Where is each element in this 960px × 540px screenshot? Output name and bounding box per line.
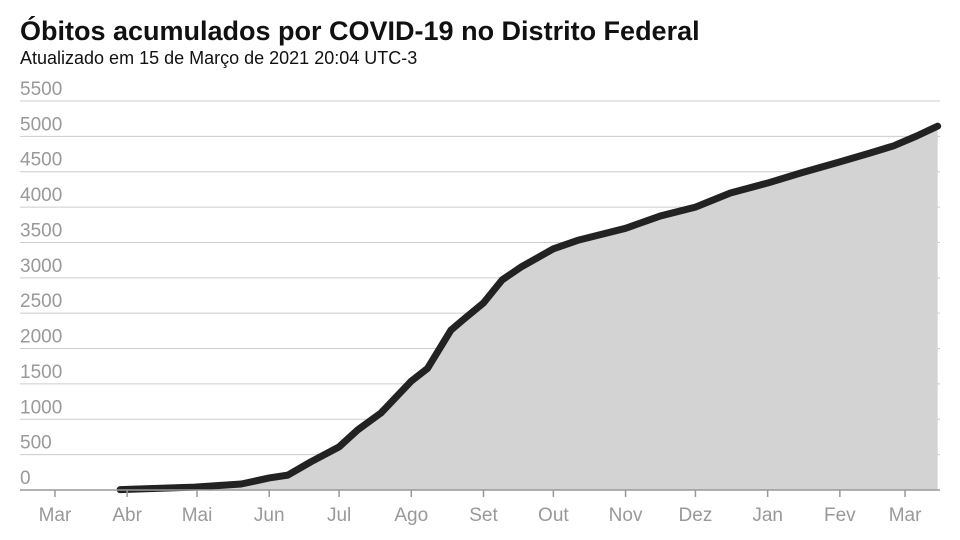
x-tick-label: Set	[469, 505, 498, 526]
y-tick-label: 3000	[20, 256, 62, 277]
y-tick-label: 4500	[20, 150, 62, 171]
line	[116, 122, 942, 494]
chart-title: Óbitos acumulados por COVID-19 no Distri…	[20, 15, 700, 46]
chart-subtitle: Atualizado em 15 de Março de 2021 20:04 …	[20, 48, 417, 68]
x-tick-label: Out	[538, 505, 569, 526]
y-tick-label: 4000	[20, 185, 62, 206]
y-tick-label: 500	[20, 433, 52, 454]
x-tick-label: Abr	[112, 505, 142, 526]
x-tick-label: Nov	[609, 505, 643, 526]
x-tick-label: Mar	[39, 505, 72, 526]
x-tick-label: Jun	[254, 505, 285, 526]
y-tick-label: 3500	[20, 220, 62, 241]
x-tick-label: Ago	[394, 505, 428, 526]
y-tick-label: 5000	[20, 114, 62, 135]
x-tick-label: Dez	[679, 505, 713, 526]
x-tick-label: Mai	[182, 505, 213, 526]
x-tick-label: Jul	[327, 505, 351, 526]
x-tick-label: Fev	[824, 505, 856, 526]
y-tick-label: 0	[20, 468, 31, 489]
y-tick-label: 1000	[20, 397, 62, 418]
x-tick-label: Jan	[752, 505, 783, 526]
y-tick-label: 2500	[20, 291, 62, 312]
x-tick-label: Mar	[889, 505, 922, 526]
y-tick-label: 1500	[20, 362, 62, 383]
area	[120, 126, 938, 490]
y-tick-label: 5500	[20, 79, 62, 100]
y-tick-label: 2000	[20, 327, 62, 348]
